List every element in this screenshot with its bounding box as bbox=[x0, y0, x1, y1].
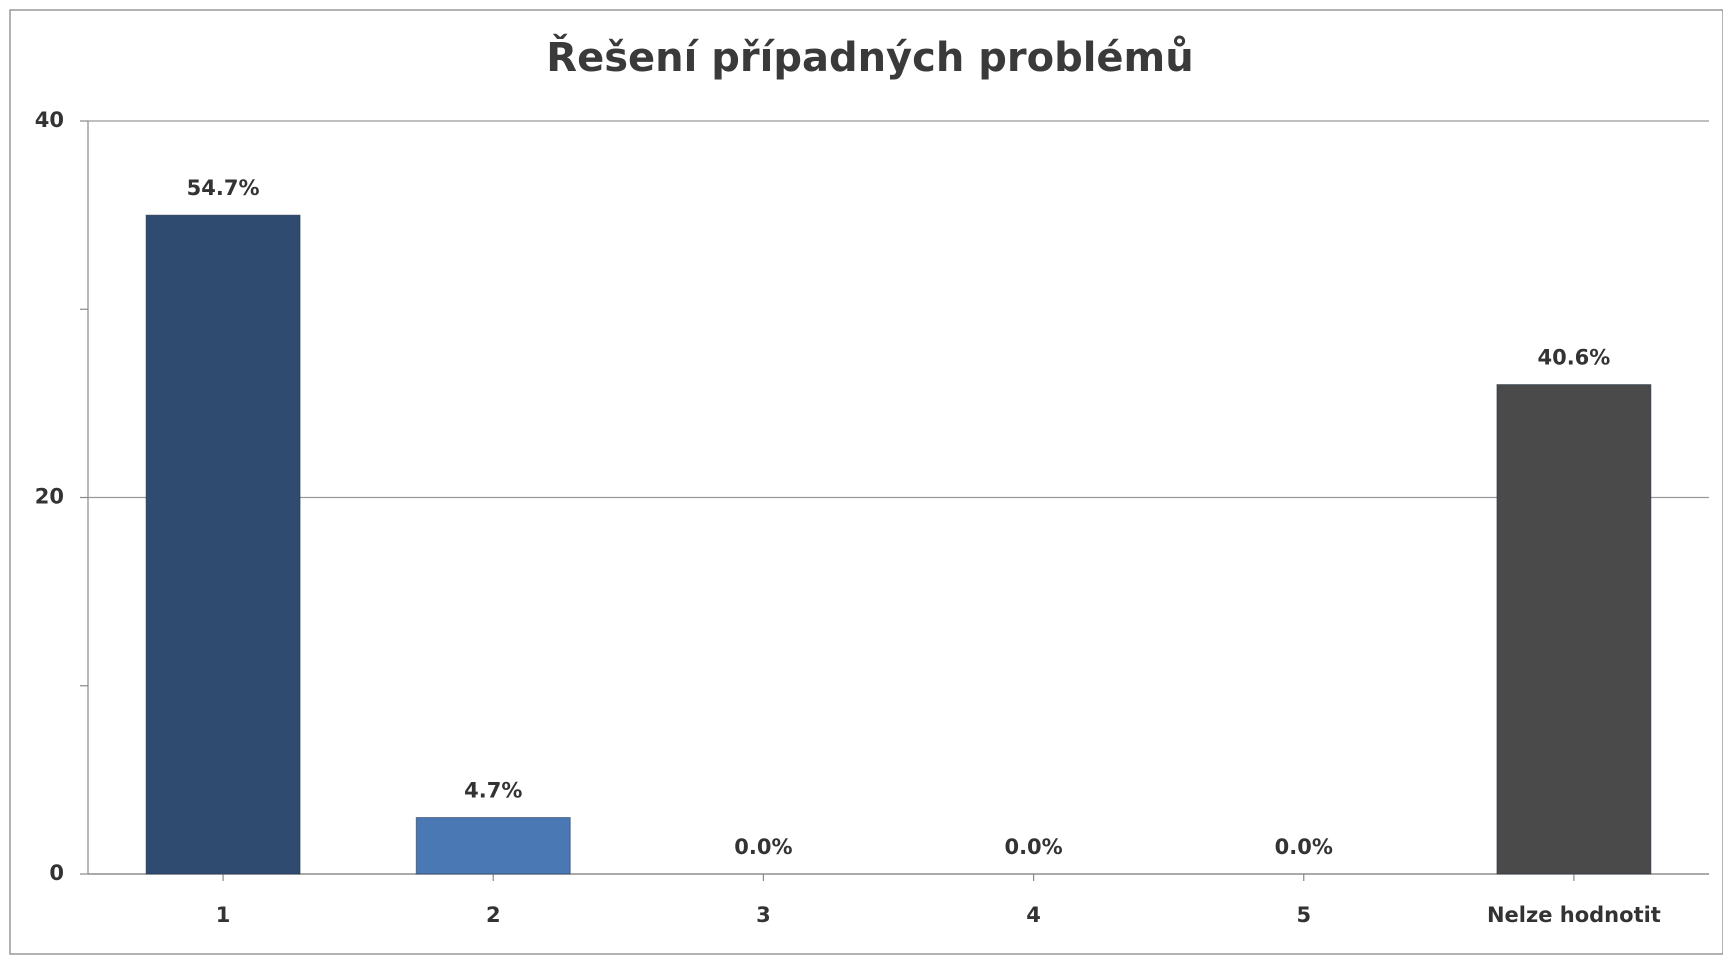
x-tick-label: 1 bbox=[216, 903, 231, 927]
data-label: 0.0% bbox=[1275, 835, 1333, 859]
chart-title: Řešení případných problémů bbox=[546, 33, 1193, 81]
y-tick-label: 20 bbox=[35, 485, 64, 509]
x-tick-label: 4 bbox=[1026, 903, 1041, 927]
x-tick-label: 5 bbox=[1296, 903, 1311, 927]
data-label: 4.7% bbox=[464, 779, 522, 803]
y-tick-label: 0 bbox=[49, 861, 64, 885]
data-label: 0.0% bbox=[734, 835, 792, 859]
data-label: 54.7% bbox=[187, 176, 260, 200]
chart-frame bbox=[9, 9, 1723, 955]
x-tick-label: 3 bbox=[756, 903, 771, 927]
bar bbox=[415, 817, 571, 875]
bar bbox=[145, 214, 301, 875]
x-tick-label: 2 bbox=[486, 903, 501, 927]
data-label: 40.6% bbox=[1537, 346, 1610, 370]
y-tick-label: 40 bbox=[35, 108, 64, 132]
data-label: 0.0% bbox=[1004, 835, 1062, 859]
x-tick-label: Nelze hodnotit bbox=[1487, 903, 1661, 927]
bar bbox=[1496, 384, 1652, 875]
